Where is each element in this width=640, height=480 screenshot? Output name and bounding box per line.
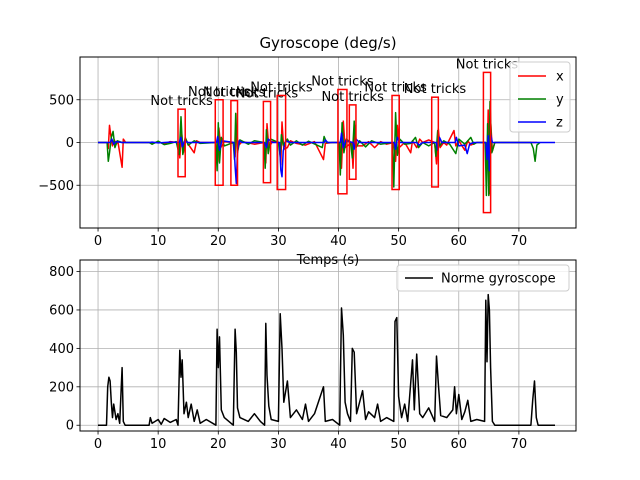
- chart-title: Gyroscope (deg/s): [259, 34, 396, 52]
- not-tricks-box: [337, 88, 348, 195]
- x-tick-label: 20: [210, 234, 227, 249]
- not-tricks-label: Not tricks: [188, 85, 251, 100]
- x-tick-label: 30: [270, 234, 287, 249]
- y-tick-label: 0: [66, 419, 74, 434]
- not-tricks-box: [230, 99, 239, 186]
- x-tick-label: 60: [450, 234, 467, 249]
- y-tick-label: 400: [49, 342, 74, 357]
- x-tick-label: 40: [330, 234, 347, 249]
- norm-ticks: 0 10 20 30 40 50 60 70 0 200 400 600 800: [49, 265, 527, 452]
- y-tick-label: 0: [66, 136, 74, 151]
- legend-label-y: y: [556, 93, 564, 108]
- not-tricks-box: [391, 94, 400, 191]
- not-tricks-box: [482, 71, 492, 214]
- y-tick-label: −500: [38, 179, 74, 194]
- norm-legend: Norme gyroscope: [396, 264, 570, 292]
- not-tricks-label: Not tricks: [236, 86, 299, 101]
- x-tick-label: 50: [390, 437, 407, 452]
- series-line-z: [98, 132, 555, 185]
- not-tricks-label: Not tricks: [250, 80, 313, 95]
- x-tick-label: 30: [270, 437, 287, 452]
- x-tick-label: 0: [94, 437, 102, 452]
- norm-series: [98, 293, 555, 426]
- y-tick-label: 200: [49, 380, 74, 395]
- norm-axes: 0 10 20 30 40 50 60 70 0 200 400 600 800 Norme gyros…: [49, 259, 577, 452]
- legend-label-x: x: [556, 70, 564, 85]
- not-tricks-box: [214, 99, 224, 186]
- not-tricks-label: Not tricks: [456, 57, 519, 72]
- x-tick-label: 0: [94, 234, 102, 249]
- legend-box: [396, 264, 570, 292]
- y-tick-label: 800: [49, 265, 74, 280]
- x-tick-label: 50: [390, 234, 407, 249]
- x-tick-label: 10: [150, 437, 167, 452]
- x-tick-label: 10: [150, 234, 167, 249]
- gyroscope-ticks: 0 10 20 30 40 50 60 70 −500 0 500: [38, 93, 527, 249]
- y-tick-label: 600: [49, 303, 74, 318]
- not-tricks-box: [177, 108, 186, 178]
- not-tricks-label: Not tricks: [150, 94, 213, 109]
- gyroscope-legend: xyz: [509, 61, 571, 133]
- x-tick-label: 70: [511, 234, 528, 249]
- not-tricks-box: [430, 96, 440, 188]
- not-tricks-box: [348, 104, 357, 181]
- x-tick-label: 60: [450, 437, 467, 452]
- legend-label-norme: Norme gyroscope: [441, 272, 556, 287]
- not-tricks-label: Not tricks: [321, 90, 384, 105]
- not-tricks-box: [262, 100, 272, 184]
- not-tricks-label: Not tricks: [203, 86, 266, 101]
- not-tricks-box: [276, 94, 287, 191]
- legend-box: [509, 61, 571, 133]
- norm-frame: [79, 259, 577, 432]
- x-tick-label: 70: [511, 437, 528, 452]
- not-tricks-label: Not tricks: [404, 82, 467, 97]
- legend-label-z: z: [556, 116, 563, 131]
- x-tick-label: 20: [210, 437, 227, 452]
- not-tricks-label: Not tricks: [364, 80, 427, 95]
- not-tricks-label: Not tricks: [311, 74, 374, 89]
- x-tick-label: 40: [330, 437, 347, 452]
- series-line-norme-gyroscope: [98, 293, 555, 426]
- gyroscope-series: [98, 100, 555, 197]
- y-tick-label: 500: [49, 93, 74, 108]
